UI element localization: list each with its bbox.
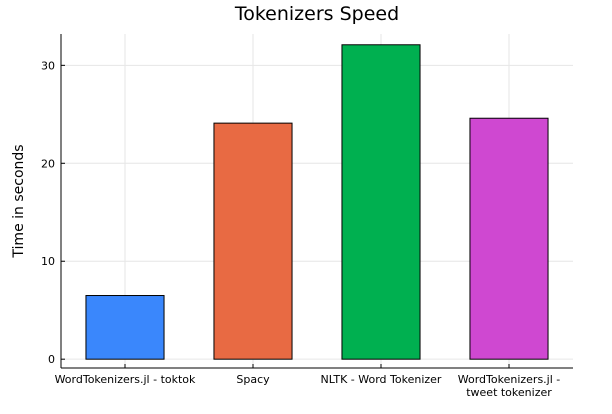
y-tick-label: 0 <box>48 353 55 366</box>
x-tick-label: Spacy <box>236 373 270 386</box>
chart-title: Tokenizers Speed <box>234 3 399 25</box>
y-tick-label: 30 <box>41 59 55 72</box>
x-tick-label: tweet tokenizer <box>466 386 552 399</box>
bar <box>469 117 549 360</box>
bar <box>213 122 293 360</box>
x-ticks: WordTokenizers.jl - toktok Spacy NLTK - Wo… <box>55 364 561 399</box>
x-tick-label: WordTokenizers.jl - toktok <box>55 373 196 386</box>
y-tick-label: 20 <box>41 157 55 170</box>
y-axis-label: Time in seconds <box>11 144 27 258</box>
bars <box>85 44 549 360</box>
bar <box>85 295 165 360</box>
bar <box>341 44 421 360</box>
y-ticks: 0 10 20 30 <box>41 59 65 366</box>
y-tick-label: 10 <box>41 255 55 268</box>
x-tick-label: NLTK - Word Tokenizer <box>321 373 442 386</box>
x-tick-label: WordTokenizers.jl - <box>458 373 561 386</box>
